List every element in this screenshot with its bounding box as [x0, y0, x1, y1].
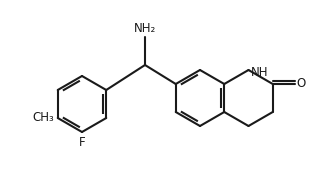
Text: CH₃: CH₃: [32, 111, 54, 123]
Text: NH: NH: [251, 65, 268, 79]
Text: F: F: [79, 136, 85, 149]
Text: NH₂: NH₂: [134, 22, 156, 35]
Text: O: O: [297, 76, 306, 90]
